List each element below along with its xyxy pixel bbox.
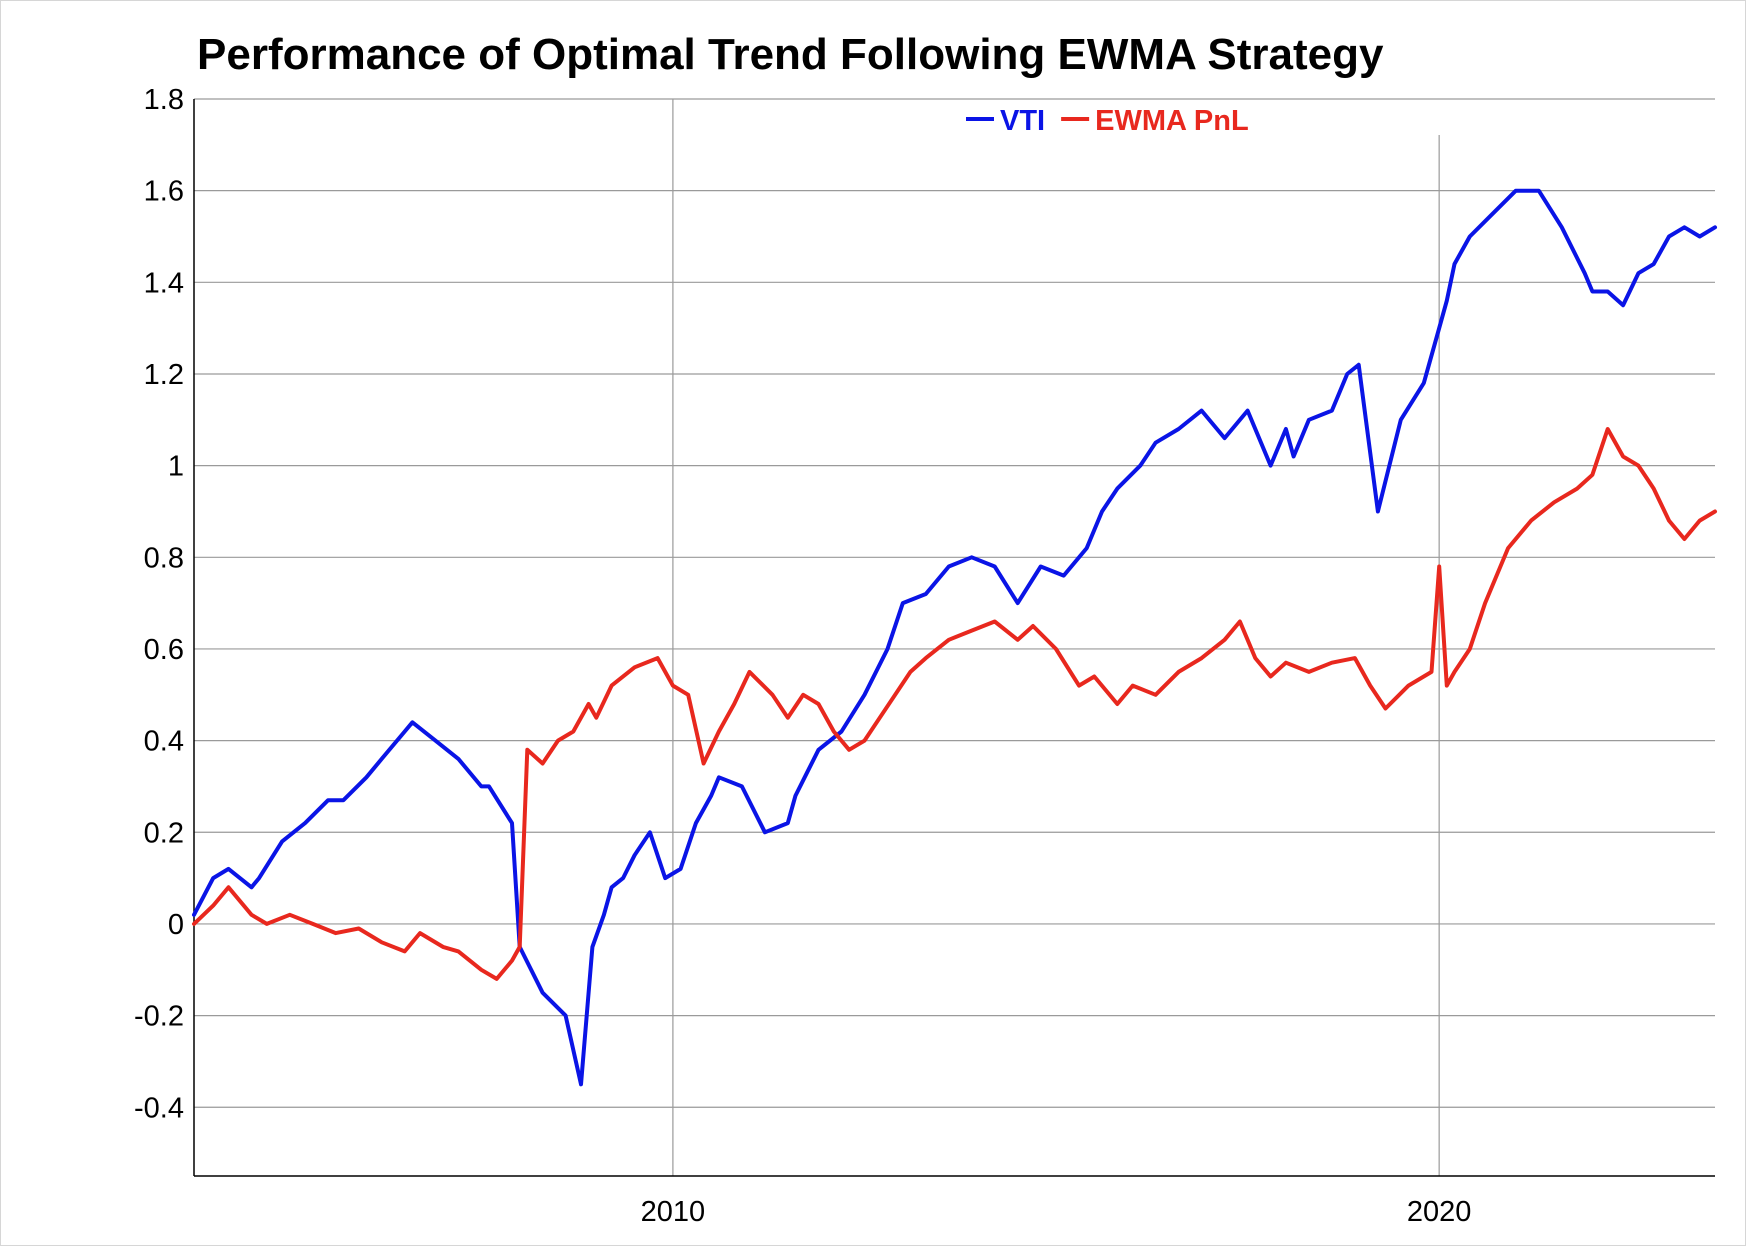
y-tick-label: 0 [168,909,184,941]
y-tick-label: -0.2 [134,1001,184,1033]
legend-label-ewma-pnl: EWMA PnL [1095,105,1249,137]
y-tick-label: 1.4 [144,267,184,299]
y-tick-label: 1.6 [144,176,184,208]
y-tick-label: 0.6 [144,634,184,666]
legend-background [956,101,1311,141]
series-line-vti [192,188,1717,1087]
y-tick-labels: 1.8 1.6 1.4 1.2 1 0.8 0.6 0.4 0.2 0 -0.2 -0.4 [134,84,184,1124]
y-tick-label: -0.4 [134,1092,184,1124]
axes [193,99,1715,1177]
grid [194,98,1715,1176]
chart-title: Performance of Optimal Trend Following E… [197,30,1384,79]
y-tick-label: 1 [168,451,184,483]
x-tick-label: 2020 [1407,1196,1472,1228]
series-group [192,188,1717,1087]
y-tick-label: 1.8 [144,84,184,116]
x-tick-labels: 2010 2020 [641,1196,1472,1228]
series-line-ewma-pnl [192,427,1717,981]
y-tick-label: 0.8 [144,542,184,574]
x-tick-label: 2010 [641,1196,706,1228]
y-tick-label: 0.2 [144,817,184,849]
y-tick-label: 0.4 [144,726,184,758]
legend: VTI EWMA PnL [956,101,1311,141]
y-tick-label: 1.2 [144,359,184,391]
legend-label-vti: VTI [1000,105,1045,137]
